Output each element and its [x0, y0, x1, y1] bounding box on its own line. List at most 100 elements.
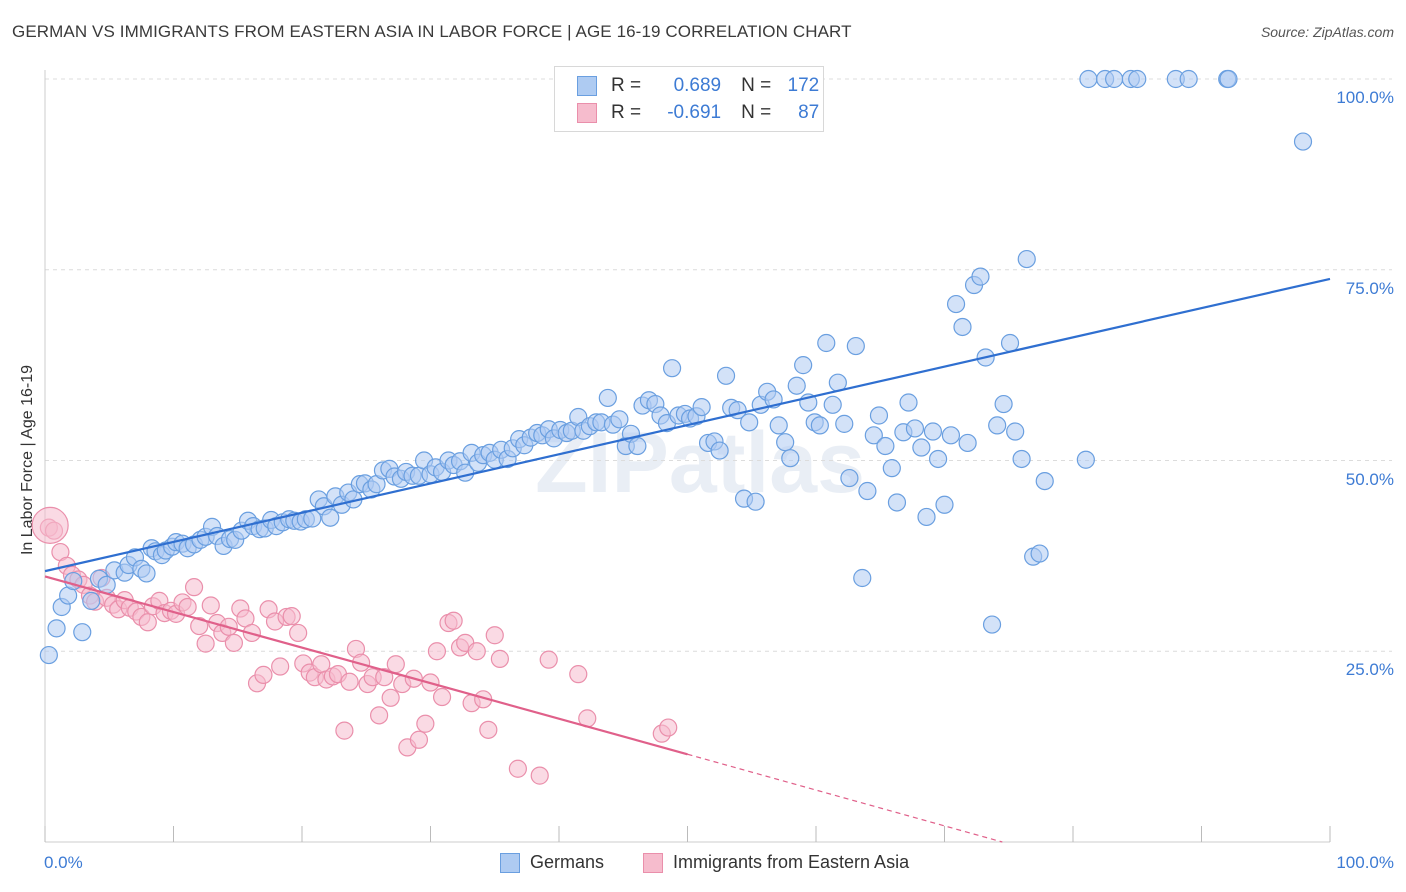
data-point: [787, 376, 806, 395]
data-point: [178, 597, 197, 617]
data-point: [467, 642, 486, 661]
data-point: [485, 626, 504, 645]
data-point: [716, 366, 736, 385]
data-point: [1030, 544, 1049, 563]
data-point: [39, 645, 58, 665]
data-point: [137, 564, 156, 583]
data-point: [271, 657, 290, 676]
data-point: [740, 413, 759, 432]
data-point: [1128, 69, 1147, 89]
r-label: R =: [611, 102, 642, 123]
data-point: [569, 665, 588, 684]
x-tick-label-max: 100.0%: [1336, 853, 1394, 872]
trend-line-immigrants: [44, 575, 688, 756]
trend-lines: [44, 277, 1331, 843]
legend-item-germans: Germans: [500, 852, 604, 873]
data-point: [846, 336, 865, 356]
data-point: [416, 714, 435, 733]
data-point: [982, 615, 1002, 634]
data-point: [1006, 422, 1025, 441]
data-point: [923, 422, 943, 441]
data-point: [835, 414, 854, 433]
x-tick-label-min: 0.0%: [44, 853, 83, 872]
data-point: [598, 388, 617, 408]
data-point: [73, 623, 92, 642]
data-point: [1017, 249, 1036, 269]
r-label: R =: [611, 75, 642, 96]
data-point: [610, 410, 629, 429]
data-point: [971, 267, 990, 286]
data-point: [138, 613, 157, 632]
data-point: [882, 459, 901, 478]
series-legend: Germans Immigrants from Eastern Asia: [0, 850, 1406, 878]
r-value: -0.691: [667, 102, 722, 123]
data-point: [692, 397, 711, 417]
data-point: [858, 481, 877, 501]
data-point: [370, 706, 389, 725]
grid-lines: [45, 78, 1392, 652]
data-point: [912, 438, 931, 457]
data-point: [746, 492, 765, 511]
y-tick-label: 25.0%: [1345, 660, 1394, 680]
data-point: [82, 591, 101, 610]
data-point: [840, 468, 859, 488]
data-point: [928, 449, 948, 469]
data-point: [988, 416, 1007, 435]
legend-row-immigrants: R = -0.691 N = 87: [577, 100, 819, 126]
series-germans-points: [39, 69, 1313, 665]
data-point: [953, 317, 972, 337]
n-value: 172: [787, 75, 820, 96]
data-point: [381, 688, 400, 707]
data-point: [196, 634, 215, 653]
data-point: [941, 426, 961, 445]
data-point: [335, 721, 354, 740]
data-point: [224, 633, 243, 652]
data-point: [1035, 472, 1054, 491]
y-tick-label: 75.0%: [1345, 278, 1394, 298]
data-point: [1012, 449, 1031, 469]
series-immigrants-points: [31, 506, 678, 785]
data-point: [662, 359, 682, 378]
data-point: [409, 730, 429, 749]
data-point: [823, 395, 842, 414]
data-point: [321, 508, 340, 527]
data-point: [386, 655, 405, 674]
data-point: [184, 578, 204, 597]
data-point: [776, 433, 795, 452]
trend-line-germans: [44, 277, 1331, 573]
data-point: [201, 596, 220, 615]
data-point: [508, 759, 527, 778]
r-value: 0.689: [673, 75, 722, 96]
data-point: [1219, 69, 1238, 89]
data-point: [530, 766, 549, 785]
legend-item-immigrants: Immigrants from Eastern Asia: [643, 852, 909, 873]
legend-label: Immigrants from Eastern Asia: [673, 852, 910, 872]
data-point: [490, 649, 509, 668]
n-label: N =: [741, 75, 772, 96]
source-label: Source: ZipAtlas.com: [1260, 24, 1394, 40]
data-point: [1000, 333, 1020, 353]
data-point: [479, 720, 498, 739]
data-point: [958, 433, 977, 453]
chart-title: GERMAN VS IMMIGRANTS FROM EASTERN ASIA I…: [12, 22, 852, 41]
data-point: [282, 607, 301, 626]
data-point: [810, 416, 829, 435]
data-point: [254, 665, 273, 685]
data-point: [864, 426, 883, 445]
data-point: [917, 507, 936, 527]
axes: [44, 70, 1331, 843]
data-point: [946, 294, 966, 314]
data-point: [853, 568, 872, 588]
data-point: [899, 393, 918, 412]
y-tick-label: 50.0%: [1345, 469, 1394, 489]
data-point: [876, 436, 895, 456]
data-point: [710, 441, 729, 460]
data-point: [539, 650, 558, 669]
data-point: [1079, 69, 1098, 89]
legend-label: Germans: [530, 852, 605, 872]
data-point: [869, 406, 889, 425]
data-point: [887, 493, 907, 512]
data-point: [1105, 69, 1124, 89]
data-point: [1076, 450, 1095, 469]
